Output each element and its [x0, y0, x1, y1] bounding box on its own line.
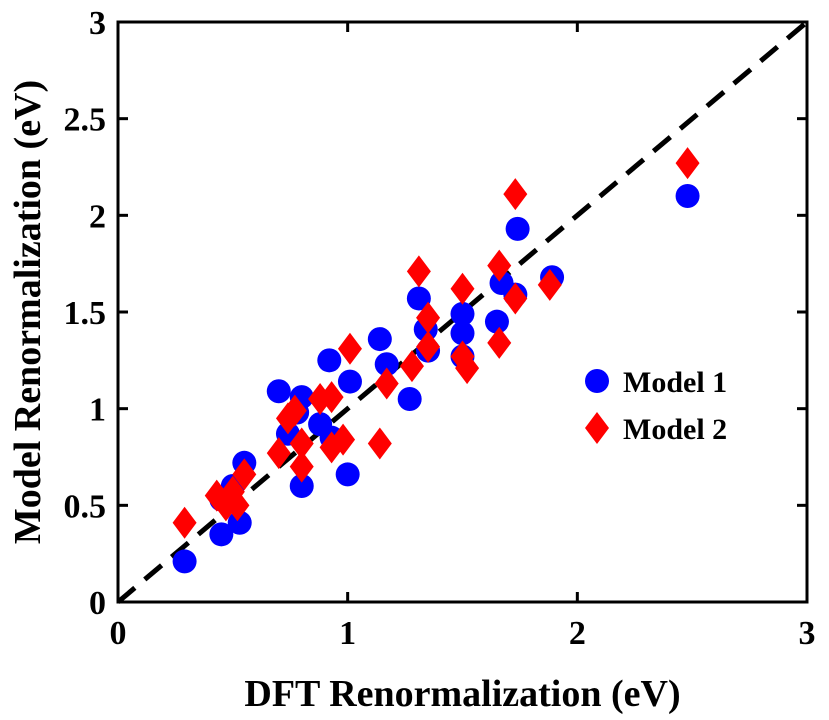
series-2-point-20: [406, 255, 431, 288]
series-2-point-15: [331, 423, 356, 456]
series-1-point-15: [335, 462, 360, 487]
legend-label-model-1: Model 1: [623, 366, 727, 399]
y-tick-label-0: 0: [89, 585, 106, 622]
legend-marker-model-1: [585, 369, 609, 393]
series-1-point-13: [317, 348, 342, 373]
series-2-point-19: [399, 350, 424, 383]
x-tick-label-0: 0: [110, 615, 127, 652]
series-1-point-7: [266, 379, 291, 404]
x-axis-label: DFT Renormalization (eV): [244, 673, 680, 715]
series-1-point-23: [450, 301, 475, 326]
ticks-layer: [116, 20, 809, 604]
series-2-point-28: [503, 178, 528, 211]
x-tick-label-2: 2: [569, 615, 586, 652]
data-points-layer: [172, 147, 700, 574]
y-tick-label-3: 1.5: [64, 295, 107, 332]
x-tick-label-1: 1: [339, 615, 356, 652]
series-2-point-13: [319, 381, 344, 414]
series-2-point-11: [289, 450, 314, 483]
series-2-point-23: [450, 272, 475, 305]
series-1-point-16: [337, 369, 362, 394]
series-1-point-3: [227, 510, 252, 535]
series-2-point-5: [225, 489, 250, 522]
series-2-point-29: [503, 282, 528, 315]
series-2-point-21: [416, 301, 441, 334]
series-2-point-26: [487, 249, 512, 282]
y-tick-label-4: 2: [89, 198, 106, 235]
y-tick-label-1: 0.5: [64, 488, 107, 525]
series-1-point-31: [675, 184, 700, 208]
series-1-point-10: [289, 474, 314, 498]
tick-labels-layer: 0 1 2 3 0 0.5 1 1.5 2 2.5 3: [64, 5, 816, 652]
series-1-point-2: [209, 522, 234, 547]
x-tick-label-3: 3: [799, 615, 816, 652]
plot-area: [116, 20, 809, 604]
series-2-point-6: [232, 458, 257, 491]
series-2-point-18: [374, 367, 399, 400]
series-2-point-22: [416, 330, 441, 363]
y-axis-label: Model Renormalization (eV): [7, 80, 49, 544]
series-2-point-31: [675, 147, 700, 180]
series-2-point-9: [282, 394, 307, 427]
series-2-point-17: [367, 427, 392, 460]
series-1-point-17: [367, 327, 392, 352]
series-2-point-27: [487, 326, 512, 359]
y-tick-label-6: 3: [89, 5, 106, 42]
series-2-point-10: [289, 427, 314, 460]
series-1-point-26: [484, 309, 509, 334]
series-1-point-19: [397, 387, 422, 411]
series-1-point-20: [406, 286, 431, 311]
series-2-point-1: [172, 506, 197, 539]
series-2-point-7: [266, 437, 291, 470]
legend: Model 1 Model 2: [585, 366, 727, 446]
series-2-point-30: [537, 268, 562, 301]
series-1-point-24: [450, 321, 475, 346]
series-2-point-25: [455, 352, 480, 385]
series-1-point-18: [374, 352, 399, 377]
series-1-point-1: [172, 549, 197, 574]
y-tick-label-2: 1: [89, 392, 106, 429]
legend-label-model-2: Model 2: [623, 413, 727, 446]
series-1-point-29: [505, 216, 530, 241]
series-2-point-16: [337, 332, 362, 365]
y-tick-label-5: 2.5: [64, 102, 107, 139]
legend-marker-model-2: [585, 412, 609, 444]
